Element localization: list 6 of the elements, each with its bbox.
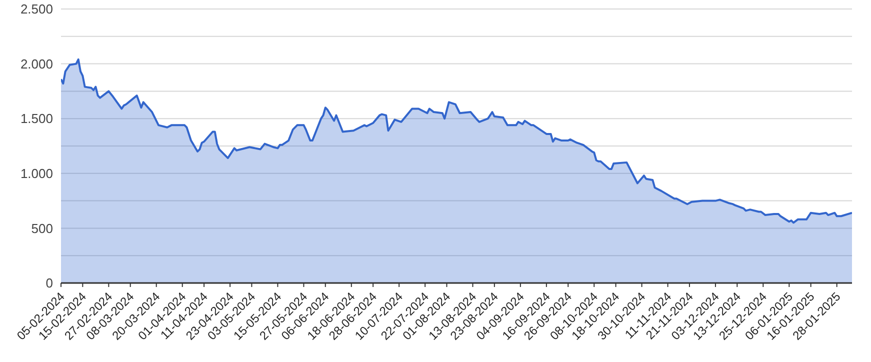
y-tick-label: 0	[46, 276, 53, 291]
y-tick-label: 1.500	[20, 111, 53, 126]
y-tick-label: 1.000	[20, 166, 53, 182]
y-tick-label: 500	[31, 220, 53, 236]
y-tick-label: 2.000	[20, 56, 53, 72]
y-tick-label: 2.500	[20, 2, 53, 17]
